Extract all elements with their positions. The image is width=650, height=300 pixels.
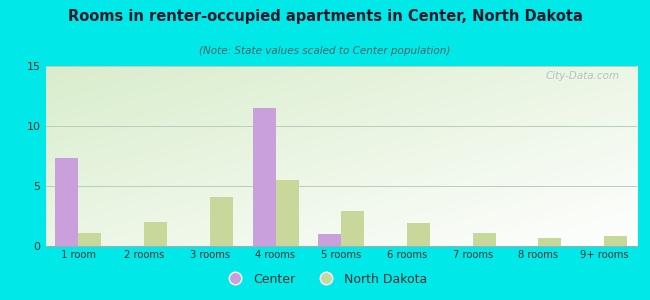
Bar <box>407 223 430 246</box>
Bar <box>79 233 101 246</box>
Bar <box>473 233 496 246</box>
Bar <box>210 197 233 246</box>
Bar <box>318 234 341 246</box>
Bar <box>538 238 562 246</box>
Bar <box>144 222 167 246</box>
Bar <box>55 158 79 246</box>
Bar <box>341 211 364 246</box>
Bar <box>276 180 298 246</box>
Bar <box>252 108 276 246</box>
Legend: Center, North Dakota: Center, North Dakota <box>218 268 432 291</box>
Text: City-Data.com: City-Data.com <box>545 71 619 81</box>
Text: (Note: State values scaled to Center population): (Note: State values scaled to Center pop… <box>200 46 450 56</box>
Text: Rooms in renter-occupied apartments in Center, North Dakota: Rooms in renter-occupied apartments in C… <box>68 9 582 24</box>
Bar <box>604 236 627 246</box>
